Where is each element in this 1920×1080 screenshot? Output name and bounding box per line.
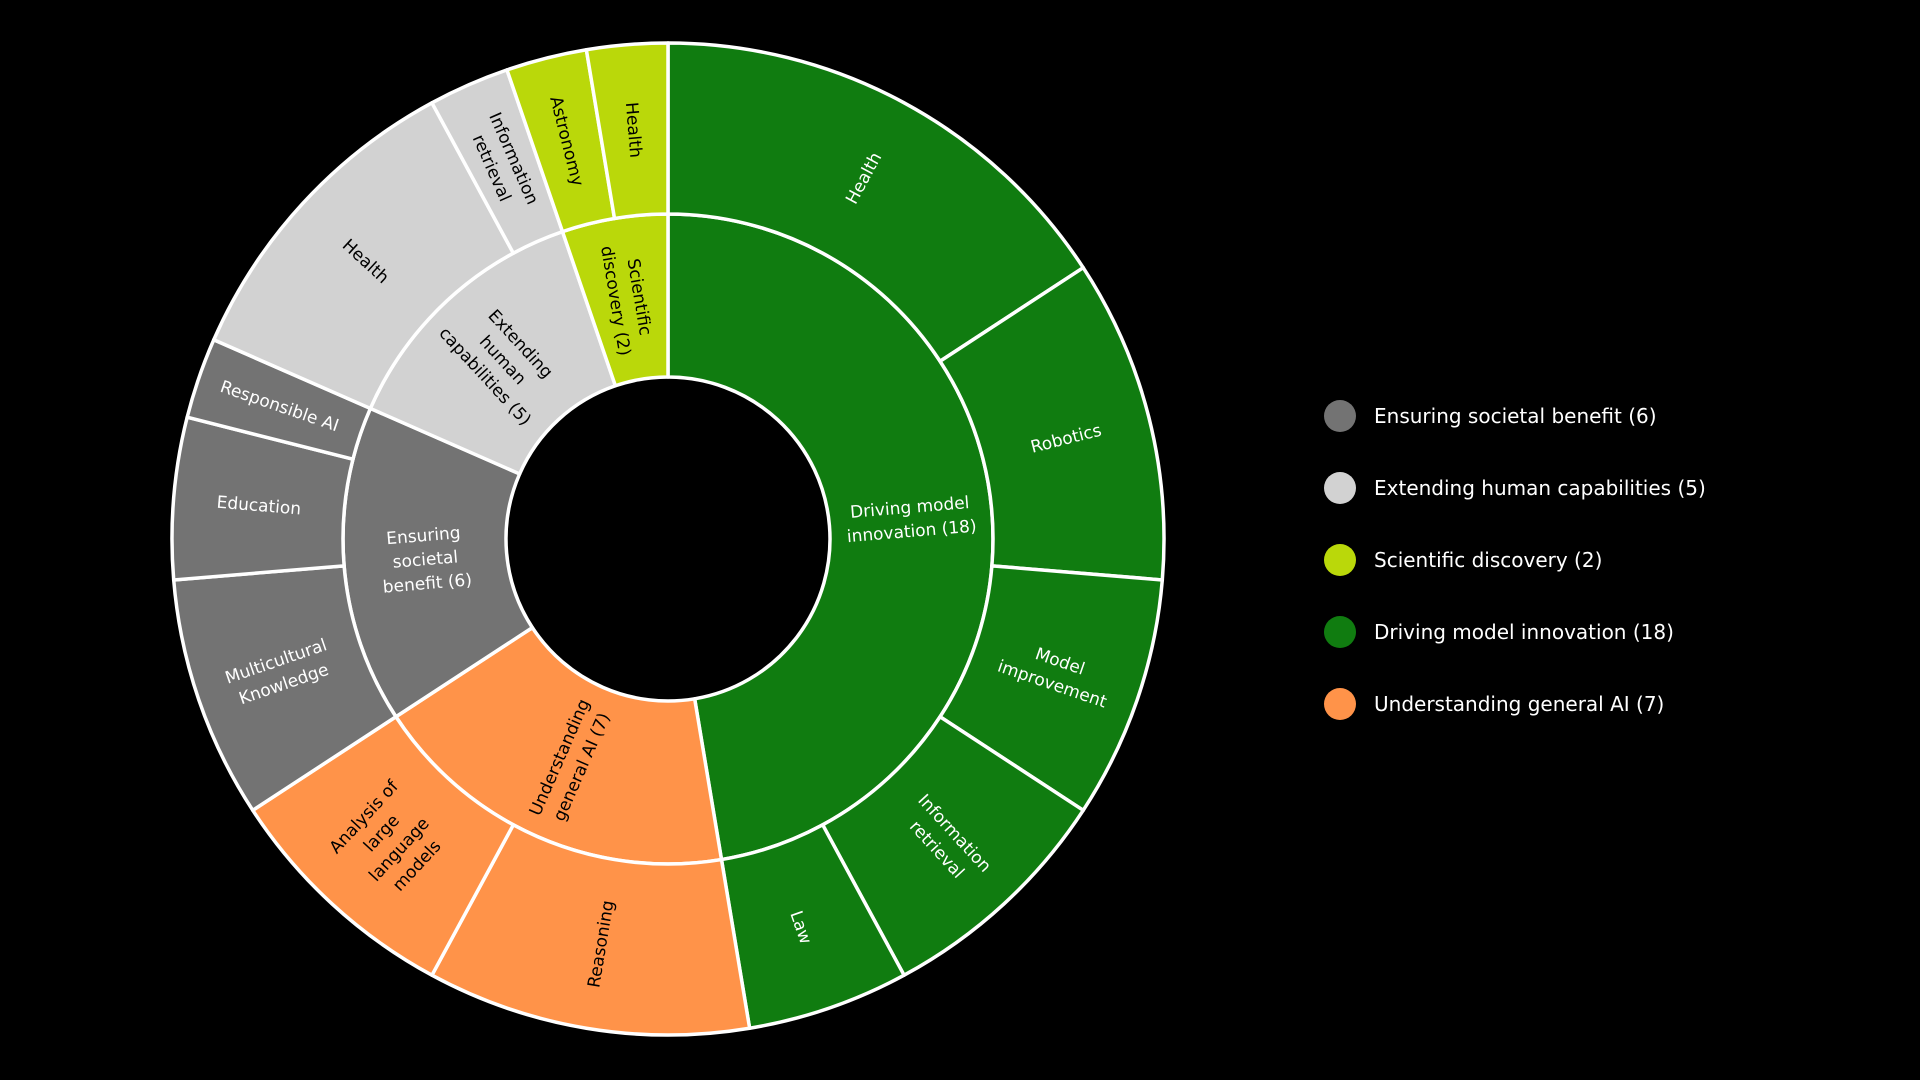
legend-label: Ensuring societal benefit (6) [1374,404,1657,428]
outer-ring [170,41,1166,1037]
legend-label: Scientific discovery (2) [1374,548,1603,572]
legend-swatch-icon [1324,688,1356,720]
legend-item-extending-human-capabilities[interactable]: Extending human capabilities (5) [1324,452,1706,524]
legend-swatch-icon [1324,472,1356,504]
legend-label: Understanding general AI (7) [1374,692,1665,716]
segment-driving-model-innovation-health[interactable] [666,41,1085,363]
legend-item-scientific-discovery[interactable]: Scientific discovery (2) [1324,524,1706,596]
legend-swatch-icon [1324,544,1356,576]
label-health: Health [621,101,646,158]
segment-scientific-discovery-health[interactable] [584,41,670,221]
legend-label: Extending human capabilities (5) [1374,476,1706,500]
legend: Ensuring societal benefit (6) Extending … [1324,380,1706,740]
legend-item-driving-model-innovation[interactable]: Driving model innovation (18) [1324,596,1706,668]
legend-swatch-icon [1324,400,1356,432]
legend-item-ensuring-societal-benefit[interactable]: Ensuring societal benefit (6) [1324,380,1706,452]
legend-swatch-icon [1324,616,1356,648]
legend-label: Driving model innovation (18) [1374,620,1674,644]
inner-ring [341,212,995,866]
legend-item-understanding-general-ai[interactable]: Understanding general AI (7) [1324,668,1706,740]
